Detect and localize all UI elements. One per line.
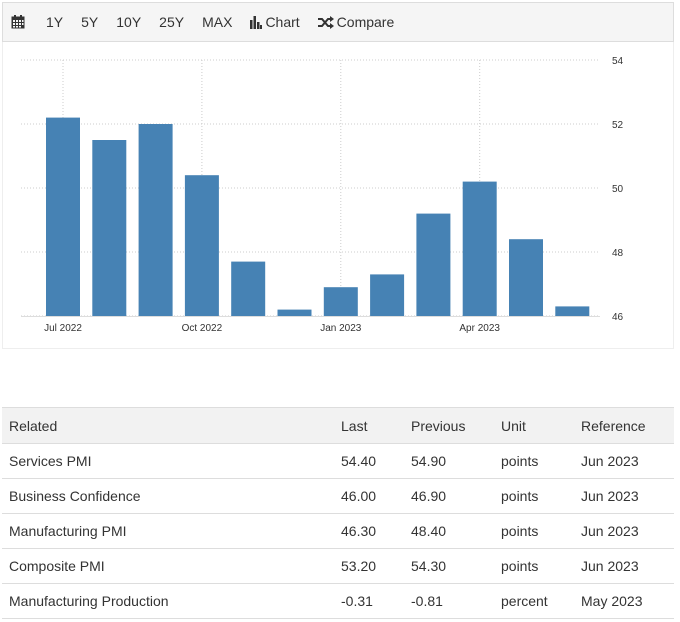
previous-value: 46.90	[405, 478, 495, 514]
chart-type-label: Chart	[265, 14, 300, 30]
x-tick-label: Apr 2023	[459, 323, 500, 334]
x-tick-label: Jan 2023	[320, 323, 362, 334]
bar	[370, 274, 405, 316]
indicator-name-link[interactable]: Composite PMI	[2, 548, 335, 584]
range-5y-button[interactable]: 5Y	[81, 14, 99, 30]
bar	[462, 181, 497, 316]
bar-chart-icon	[250, 16, 263, 29]
x-tick-label: Oct 2022	[182, 323, 223, 334]
table-row[interactable]: Manufacturing Production -0.31 -0.81 per…	[2, 583, 674, 619]
unit-value: points	[495, 548, 575, 584]
last-value: 53.20	[335, 548, 405, 584]
table-row[interactable]: Services PMI 54.40 54.90 points Jun 2023	[2, 443, 674, 479]
y-tick-label: 54	[612, 56, 624, 67]
table-row[interactable]: Business Confidence 46.00 46.90 points J…	[2, 478, 674, 514]
bar	[46, 117, 80, 316]
previous-value: 48.40	[405, 513, 495, 549]
y-tick-label: 46	[612, 312, 624, 323]
previous-value: -0.81	[405, 583, 495, 619]
chart-type-button[interactable]: Chart	[241, 3, 308, 41]
compare-button[interactable]: Compare	[309, 3, 404, 41]
table-row[interactable]: Composite PMI 53.20 54.30 points Jun 202…	[2, 548, 674, 584]
previous-value: 54.90	[405, 443, 495, 479]
indicator-name-link[interactable]: Manufacturing Production	[2, 583, 335, 619]
calendar-icon[interactable]	[11, 15, 25, 29]
header-related: Related	[2, 407, 335, 444]
last-value: 46.00	[335, 478, 405, 514]
compare-label: Compare	[336, 14, 395, 30]
last-value: 46.30	[335, 513, 405, 549]
bar	[416, 213, 451, 316]
header-unit: Unit	[495, 407, 575, 444]
range-10y-button[interactable]: 10Y	[116, 14, 142, 30]
header-reference: Reference	[575, 407, 674, 444]
bar	[231, 261, 266, 316]
chart-panel: 46 48 50 52 54 Jul 2022 Oct 2022 Jan 2023 Apr 20…	[2, 42, 674, 349]
last-value: 54.40	[335, 443, 405, 479]
bar	[138, 124, 173, 316]
bar	[555, 306, 590, 316]
reference-value: Jun 2023	[575, 513, 674, 549]
y-tick-label: 48	[612, 248, 624, 259]
last-value: -0.31	[335, 583, 405, 619]
indicator-name-link[interactable]: Manufacturing PMI	[2, 513, 335, 549]
header-previous: Previous	[405, 407, 495, 444]
previous-value: 54.30	[405, 548, 495, 584]
reference-value: May 2023	[575, 583, 674, 619]
indicator-name-link[interactable]: Services PMI	[2, 443, 335, 479]
shuffle-icon	[317, 16, 334, 29]
range-max-button[interactable]: MAX	[202, 14, 233, 30]
unit-value: points	[495, 513, 575, 549]
range-1y-button[interactable]: 1Y	[46, 14, 64, 30]
bar	[184, 175, 219, 316]
table-header-row: Related Last Previous Unit Reference	[2, 407, 674, 444]
unit-value: percent	[495, 583, 575, 619]
related-table-wrap: Related Last Previous Unit Reference Ser…	[2, 407, 674, 619]
bar	[323, 287, 358, 316]
indicator-name-link[interactable]: Business Confidence	[2, 478, 335, 514]
y-tick-label: 50	[612, 184, 624, 195]
bar	[92, 140, 127, 316]
chart-toolbar: 1Y 5Y 10Y 25Y MAX Chart Compare	[2, 2, 674, 42]
reference-value: Jun 2023	[575, 443, 674, 479]
reference-value: Jun 2023	[575, 548, 674, 584]
header-last: Last	[335, 407, 405, 444]
bar	[277, 309, 312, 316]
unit-value: points	[495, 478, 575, 514]
range-25y-button[interactable]: 25Y	[159, 14, 185, 30]
bar-chart: 46 48 50 52 54 Jul 2022 Oct 2022 Jan 2023 Apr 20…	[21, 56, 624, 334]
table-row[interactable]: Manufacturing PMI 46.30 48.40 points Jun…	[2, 513, 674, 549]
unit-value: points	[495, 443, 575, 479]
y-tick-label: 52	[612, 120, 624, 131]
bar	[509, 239, 543, 316]
reference-value: Jun 2023	[575, 478, 674, 514]
x-tick-label: Jul 2022	[44, 323, 82, 334]
related-table: Related Last Previous Unit Reference Ser…	[2, 407, 674, 619]
